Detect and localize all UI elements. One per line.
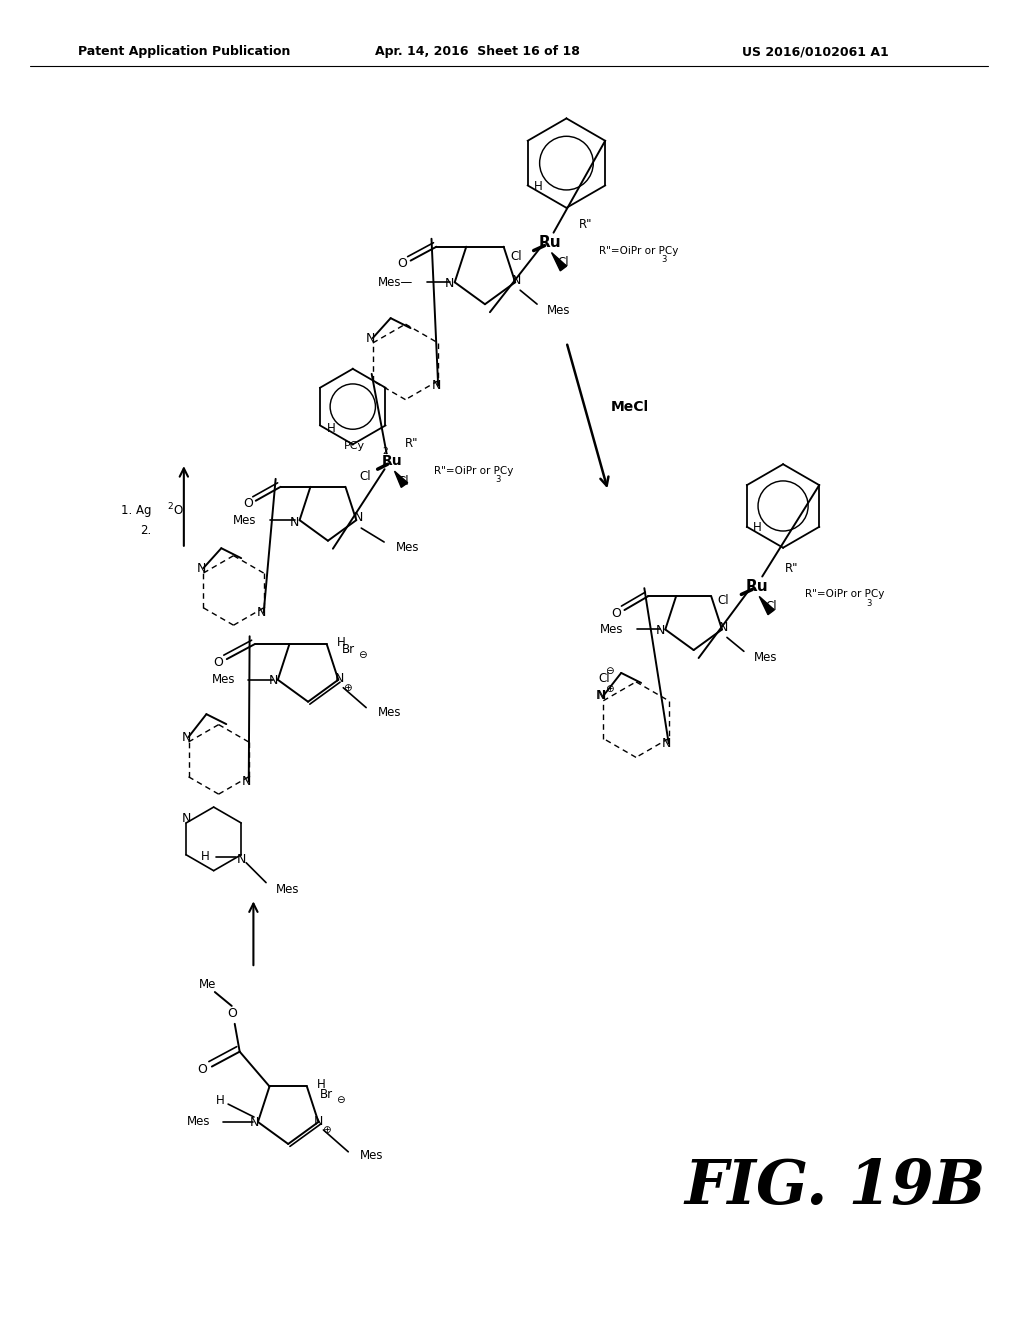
Text: Br: Br [321,1088,334,1101]
Text: N: N [197,561,206,574]
Text: N: N [335,672,344,685]
Text: R": R" [404,437,418,450]
Text: Cl: Cl [557,256,569,269]
Text: H: H [316,1078,326,1090]
Polygon shape [552,252,566,271]
Text: N: N [597,689,606,702]
Text: ⊕: ⊕ [322,1125,331,1135]
Text: N: N [445,277,455,290]
Text: R": R" [580,218,593,231]
Text: Mes: Mes [378,706,401,719]
Text: Apr. 14, 2016  Sheet 16 of 18: Apr. 14, 2016 Sheet 16 of 18 [375,45,580,58]
Text: Mes: Mes [600,623,624,636]
Text: O: O [397,257,408,271]
Text: Mes: Mes [396,541,420,554]
Polygon shape [759,597,774,615]
Text: O: O [213,656,223,669]
Text: ⊕: ⊕ [343,682,351,693]
Text: US 2016/0102061 A1: US 2016/0102061 A1 [741,45,888,58]
Text: 2: 2 [383,446,388,455]
Text: N: N [718,620,728,634]
Text: ⊖: ⊖ [358,651,367,660]
Text: H: H [753,521,762,535]
Text: N: N [181,812,190,825]
Text: N: N [237,853,246,866]
Text: R"=OiPr or PCy: R"=OiPr or PCy [805,590,885,599]
Text: N: N [257,606,266,619]
Text: Cl: Cl [718,594,729,607]
Text: Cl: Cl [397,475,410,487]
Text: 2: 2 [167,503,173,511]
Text: N: N [242,775,252,788]
Text: O: O [243,498,253,511]
Text: O: O [173,504,182,517]
Text: Mes: Mes [276,883,299,896]
Text: O: O [197,1063,207,1076]
Text: FIG. 19B: FIG. 19B [684,1156,985,1217]
Text: N: N [269,675,279,688]
Polygon shape [394,471,408,487]
Text: PCy: PCy [344,441,365,451]
Text: Br: Br [342,643,355,656]
Text: Ru: Ru [539,235,561,249]
Text: 2.: 2. [140,524,152,537]
Text: N: N [596,689,605,702]
Text: Mes: Mes [212,673,236,686]
Text: Ru: Ru [745,579,769,594]
Text: Mes: Mes [754,651,777,664]
Text: H: H [337,636,345,648]
Text: N: N [182,730,191,743]
Text: Mes: Mes [360,1150,384,1163]
Text: Mes—: Mes— [378,276,413,289]
Text: 3: 3 [660,255,667,264]
Text: Me: Me [200,978,216,990]
Text: Cl: Cl [765,599,777,612]
Text: ⊕: ⊕ [605,684,613,694]
Text: Patent Application Publication: Patent Application Publication [78,45,290,58]
Text: H: H [535,181,543,194]
Text: N: N [353,511,362,524]
Text: N: N [290,516,299,528]
Text: N: N [431,379,441,392]
Text: H: H [216,1094,224,1106]
Text: 3: 3 [866,599,872,607]
Text: H: H [201,850,209,863]
Text: R"=OiPr or PCy: R"=OiPr or PCy [599,246,679,256]
Text: Mes: Mes [186,1115,210,1129]
Text: O: O [226,1007,237,1020]
Text: O: O [611,606,622,619]
Text: N: N [313,1115,324,1129]
Text: Ru: Ru [382,454,402,469]
Text: Cl: Cl [510,249,521,263]
Text: MeCl: MeCl [611,400,649,413]
Text: N: N [663,737,672,750]
Text: Cl: Cl [598,672,610,685]
Text: N: N [249,1117,259,1130]
Text: ⊖: ⊖ [605,665,613,676]
Text: 1. Ag: 1. Ag [121,504,152,517]
Text: Mes: Mes [233,513,257,527]
Text: Cl: Cl [358,470,371,483]
Text: R": R" [785,562,799,576]
Text: N: N [655,624,665,638]
Text: N: N [366,331,376,345]
Text: N: N [512,273,521,286]
Text: ⊖: ⊖ [336,1096,345,1105]
Text: H: H [327,422,335,436]
Text: Mes: Mes [547,304,570,317]
Text: 3: 3 [495,475,501,483]
Text: R"=OiPr or PCy: R"=OiPr or PCy [434,466,514,477]
